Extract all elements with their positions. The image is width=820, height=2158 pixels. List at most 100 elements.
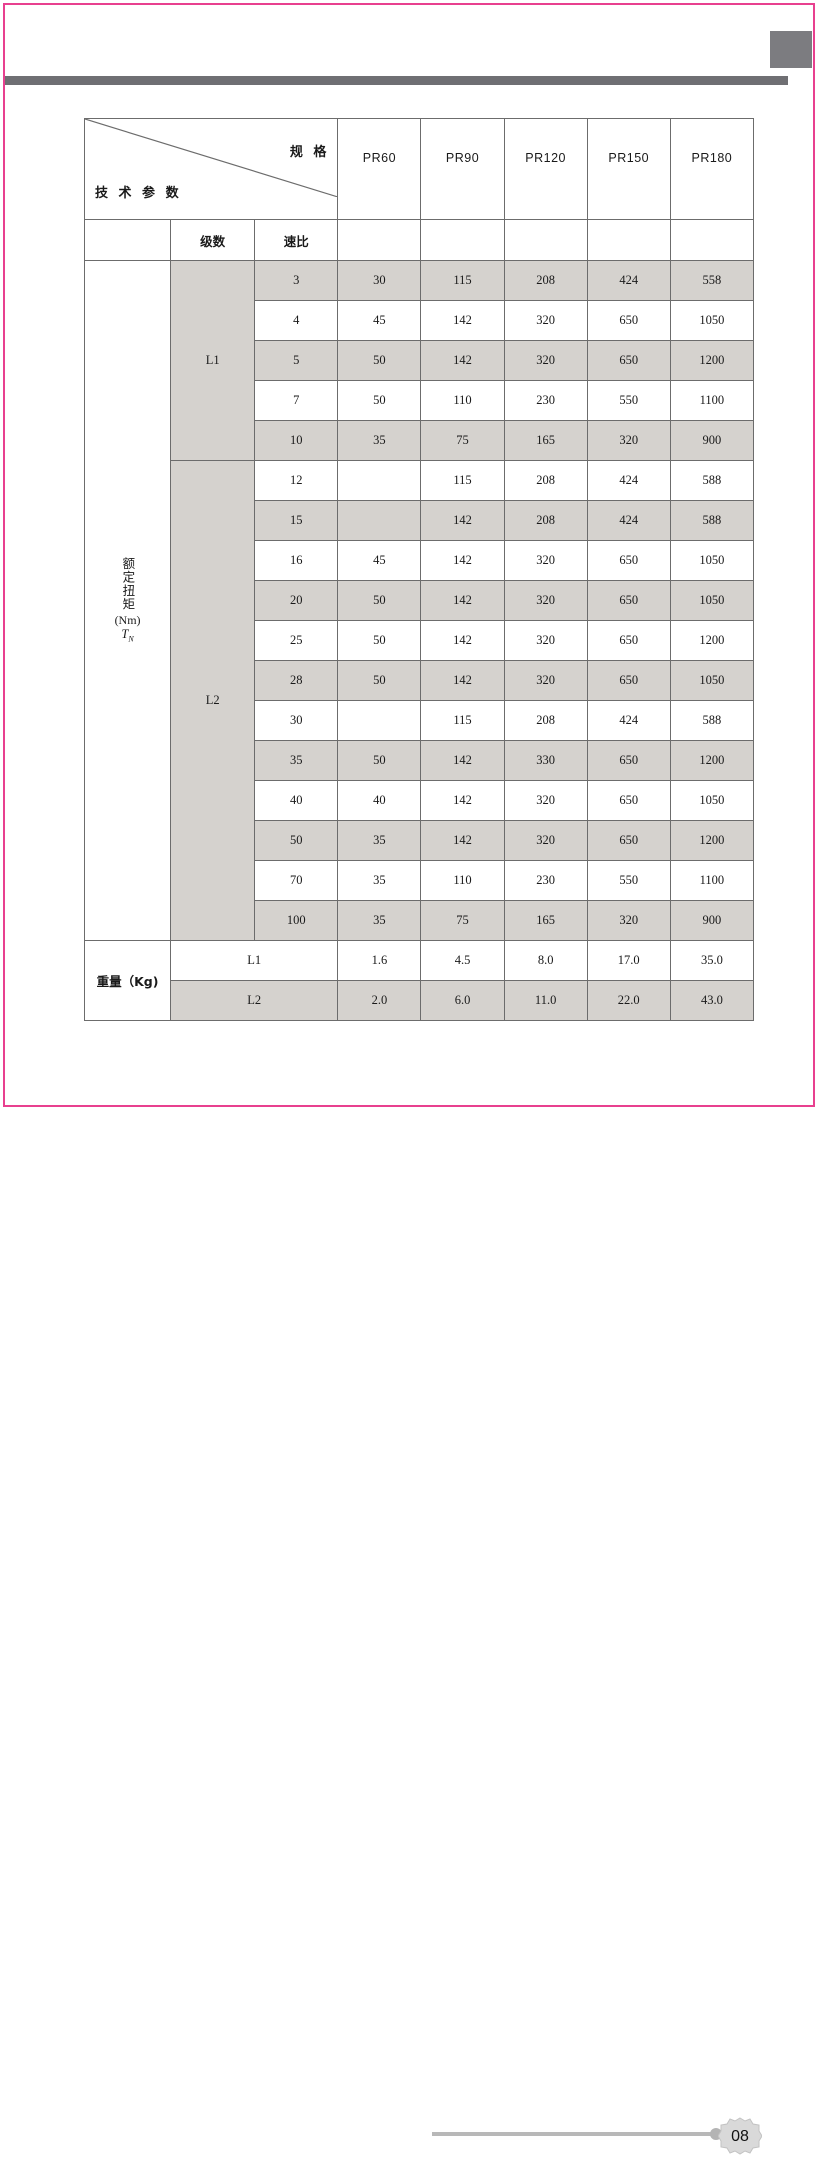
ratio-value: 16: [254, 540, 339, 581]
torque-value-pr90: 115: [420, 460, 505, 501]
torque-value-pr120: 320: [503, 820, 588, 861]
torque-value-pr150: 320: [586, 900, 671, 941]
header-accent-block: [770, 31, 812, 68]
torque-value-pr150: 650: [586, 820, 671, 861]
torque-value-pr90: 115: [420, 700, 505, 741]
torque-value-pr60: [337, 460, 422, 501]
ratio-value: 28: [254, 660, 339, 701]
torque-value-pr150: 650: [586, 340, 671, 381]
model-header-1: PR60: [337, 118, 422, 220]
torque-value-pr60: 40: [337, 780, 422, 821]
table-row: 15 142 208 424 588: [85, 500, 755, 541]
torque-value-pr180: 588: [669, 500, 755, 541]
model-header-2: PR90: [420, 118, 505, 220]
torque-value-pr120: 230: [503, 860, 588, 901]
torque-value-pr150: 550: [586, 860, 671, 901]
torque-value-pr180: 1050: [669, 780, 755, 821]
torque-value-pr180: 588: [669, 460, 755, 501]
rated-torque-unit: (Nm): [114, 612, 141, 627]
torque-value-pr90: 142: [420, 620, 505, 661]
weight-value-pr180: 43.0: [669, 980, 755, 1021]
torque-value-pr150: 424: [586, 700, 671, 741]
torque-value-pr180: 1200: [669, 340, 755, 381]
subheader-model-spacer-2: [420, 219, 505, 261]
spec-header-label: 规 格: [289, 145, 330, 160]
ratio-value: 10: [254, 420, 339, 461]
torque-value-pr180: 1100: [669, 380, 755, 421]
ratio-value: 12: [254, 460, 339, 501]
torque-value-pr90: 142: [420, 820, 505, 861]
torque-value-pr150: 320: [586, 420, 671, 461]
table-row: 16 45 142 320 650 1050: [85, 540, 755, 581]
torque-value-pr120: 320: [503, 660, 588, 701]
torque-value-pr90: 142: [420, 300, 505, 341]
table-row: 35 50 142 330 650 1200: [85, 740, 755, 781]
ratio-value: 100: [254, 900, 339, 941]
torque-value-pr120: 320: [503, 340, 588, 381]
footer-rule: [432, 2132, 714, 2136]
torque-value-pr90: 142: [420, 540, 505, 581]
parameter-header-label: 技 术 参 数: [95, 186, 182, 201]
torque-value-pr120: 330: [503, 740, 588, 781]
table-row: 28 50 142 320 650 1050: [85, 660, 755, 701]
torque-value-pr150: 424: [586, 500, 671, 541]
torque-value-pr180: 1050: [669, 660, 755, 701]
page-number: 08: [731, 2128, 749, 2145]
torque-value-pr90: 142: [420, 500, 505, 541]
ratio-value: 20: [254, 580, 339, 621]
weight-value-pr180: 35.0: [669, 940, 755, 981]
ratio-value: 7: [254, 380, 339, 421]
torque-value-pr60: 35: [337, 860, 422, 901]
table-row: 25 50 142 320 650 1200: [85, 620, 755, 661]
page-footer: 08: [0, 1060, 820, 2155]
table-row: 20 50 142 320 650 1050: [85, 580, 755, 621]
weight-value-pr120: 8.0: [503, 940, 588, 981]
torque-value-pr60: 45: [337, 300, 422, 341]
torque-value-pr180: 1050: [669, 580, 755, 621]
subheader-model-spacer-3: [503, 219, 588, 261]
ratio-value: 3: [254, 260, 339, 301]
torque-value-pr180: 900: [669, 420, 755, 461]
ratio-value: 15: [254, 500, 339, 541]
weight-label: 重量（Kg): [83, 940, 172, 1021]
table-header-row: 规 格技 术 参 数 PR60 PR90 PR120 PR150 PR180: [83, 118, 755, 220]
torque-value-pr60: [337, 700, 422, 741]
subheader-blank: [83, 219, 172, 261]
weight-row: 重量（Kg) L1 1.6 4.5 8.0 17.0 35.0: [83, 940, 755, 1021]
table-row: 40 40 142 320 650 1050: [85, 780, 755, 821]
torque-value-pr120: 320: [503, 780, 588, 821]
torque-value-pr180: 1050: [669, 300, 755, 341]
torque-value-pr150: 650: [586, 660, 671, 701]
weight-row: L2 2.0 6.0 11.0 22.0 43.0: [85, 980, 755, 1021]
torque-value-pr60: 50: [337, 380, 422, 421]
torque-value-pr60: 35: [337, 820, 422, 861]
technical-parameters-table: 规 格技 术 参 数 PR60 PR90 PR120 PR150 PR180 级数 速比 额定扭…: [83, 118, 755, 1021]
torque-value-pr90: 110: [420, 860, 505, 901]
torque-value-pr60: 50: [337, 340, 422, 381]
header-divider-bar: [5, 76, 788, 85]
table-row: 70 35 110 230 550 1100: [85, 860, 755, 901]
model-header-3: PR120: [503, 118, 588, 220]
torque-value-pr90: 75: [420, 900, 505, 941]
weight-value-pr60: 1.6: [337, 940, 422, 981]
torque-value-pr150: 650: [586, 740, 671, 781]
torque-value-pr90: 75: [420, 420, 505, 461]
torque-value-pr120: 208: [503, 500, 588, 541]
torque-value-pr180: 1200: [669, 620, 755, 661]
stage-group-l1: L1: [170, 260, 256, 461]
torque-value-pr180: 1100: [669, 860, 755, 901]
ratio-value: 35: [254, 740, 339, 781]
torque-value-pr90: 142: [420, 580, 505, 621]
torque-value-pr150: 550: [586, 380, 671, 421]
torque-value-pr150: 424: [586, 260, 671, 301]
ratio-value: 30: [254, 700, 339, 741]
weight-stage-l2: L2: [170, 980, 339, 1021]
torque-value-pr60: 35: [337, 420, 422, 461]
weight-value-pr90: 6.0: [420, 980, 505, 1021]
model-header-5: PR180: [669, 118, 755, 220]
torque-value-pr90: 142: [420, 340, 505, 381]
table-row: 10 35 75 165 320 900: [85, 420, 755, 461]
weight-value-pr90: 4.5: [420, 940, 505, 981]
torque-value-pr60: 45: [337, 540, 422, 581]
weight-stage-l1: L1: [170, 940, 339, 981]
